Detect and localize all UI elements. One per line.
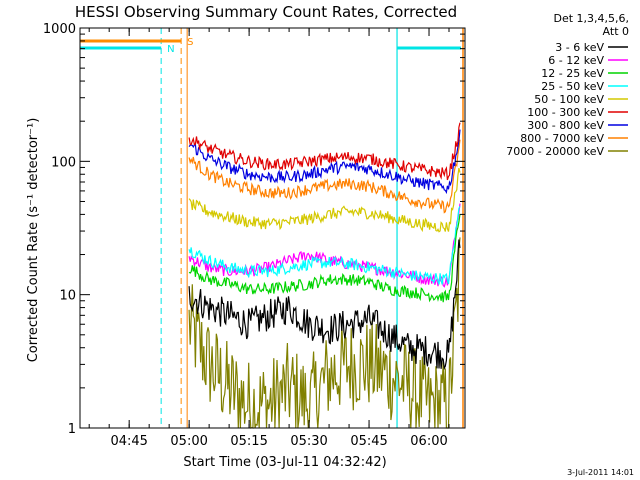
series-line-3 [188,206,461,285]
legend-header-line-2: Att 0 [603,25,629,38]
series-line-0 [188,239,461,371]
series-line-6 [188,129,461,195]
chart-title: HESSI Observing Summary Count Rates, Cor… [75,3,457,21]
legend-label-8: 7000 - 20000 keV [506,145,604,158]
legend-label-4: 50 - 100 keV [534,93,604,106]
legend-label-1: 6 - 12 keV [548,54,604,67]
x-tick-label: 05:30 [290,434,327,449]
legend-label-2: 12 - 25 keV [541,67,604,80]
y-axis-label: Corrected Count Rate (s⁻¹ detector⁻¹) [26,118,41,363]
series-line-8 [188,237,461,429]
x-tick-label: 05:00 [170,434,207,449]
legend-label-3: 25 - 50 keV [541,80,604,93]
series-line-7 [188,139,461,214]
series-line-4 [188,167,461,233]
axes: 1 10 100 1000 04:45 05:00 05:15 05:30 05:45 06:00 [43,22,466,449]
y-tick-label: 10 [59,289,76,304]
series-line-2 [188,213,461,303]
plot-frame [79,27,466,429]
legend-label-6: 300 - 800 keV [527,119,604,132]
y-tick-label: 100 [51,155,76,170]
y-tick-label: 1 [68,422,76,437]
footer-date: 3-Jul-2011 14:01 [567,468,634,477]
marker-label-0: N [167,44,174,55]
legend-label-5: 100 - 300 keV [527,106,604,119]
marker-label-2: S [187,37,193,48]
series-line-5 [188,122,461,181]
series-line-1 [188,203,461,288]
y-tick-label: 1000 [43,22,76,37]
plot-area: NS [80,28,464,429]
legend-label-0: 3 - 6 keV [555,41,604,54]
x-axis-label: Start Time (03-Jul-11 04:32:42) [183,455,386,470]
legend-header-line-1: Det 1,3,4,5,6, [553,12,629,25]
x-tick-label: 05:45 [350,434,387,449]
x-tick-label: 04:45 [110,434,147,449]
x-tick-label: 06:00 [410,434,447,449]
legend-label-7: 800 - 7000 keV [520,132,604,145]
x-tick-label: 05:15 [230,434,267,449]
